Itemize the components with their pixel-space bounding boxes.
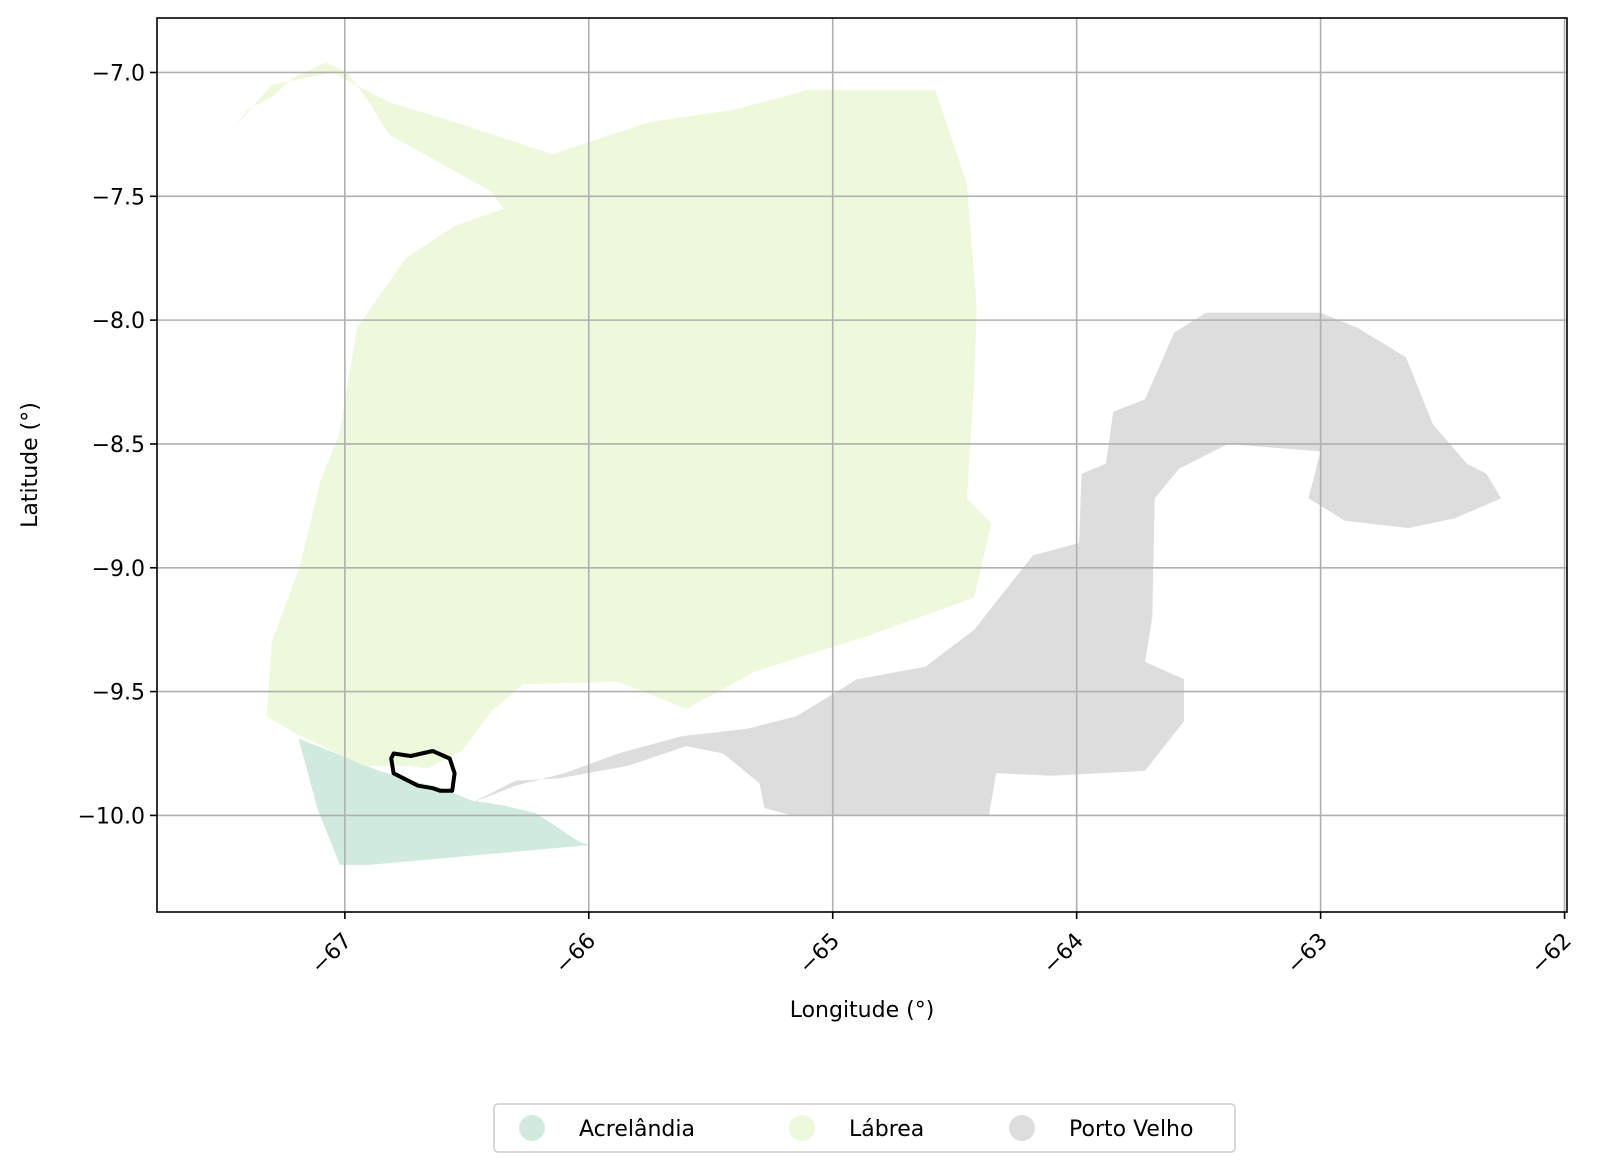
y-axis-title: Latitude (°) <box>18 402 43 528</box>
y-ticks: −7.0 −7.5 −8.0 −8.5 −9.0 −9.5 −10.0 <box>78 61 157 829</box>
legend-label-porto-velho: Porto Velho <box>1069 1117 1193 1142</box>
legend-swatch-porto-velho <box>1009 1115 1035 1141</box>
y-tick-label: −7.0 <box>92 61 145 86</box>
highlighted-area-outline <box>389 749 457 793</box>
legend-swatch-acrelandia <box>519 1115 545 1141</box>
highlight-layer <box>389 749 457 793</box>
y-tick-label: −10.0 <box>78 804 145 829</box>
legend-label-acrelandia: Acrelândia <box>579 1117 695 1142</box>
y-tick-label: −8.5 <box>92 433 145 458</box>
y-tick-label: −9.0 <box>92 557 145 582</box>
region-porto-velho <box>471 312 1502 816</box>
regions-layer <box>235 62 1502 865</box>
y-tick-label: −9.5 <box>92 681 145 706</box>
x-axis-title: Longitude (°) <box>790 998 935 1023</box>
legend-box <box>493 1103 1236 1153</box>
grid-layer <box>157 18 1567 912</box>
legend-swatch-labrea <box>789 1115 815 1141</box>
axes-frame <box>156 17 1568 913</box>
legend: Acrelândia Lábrea Porto Velho <box>493 1103 1236 1153</box>
region-acrelandia <box>298 738 589 865</box>
legend-label-labrea: Lábrea <box>849 1117 924 1142</box>
y-tick-label: −7.5 <box>92 185 145 210</box>
y-tick-label: −8.0 <box>92 309 145 334</box>
region-labrea <box>235 62 992 769</box>
